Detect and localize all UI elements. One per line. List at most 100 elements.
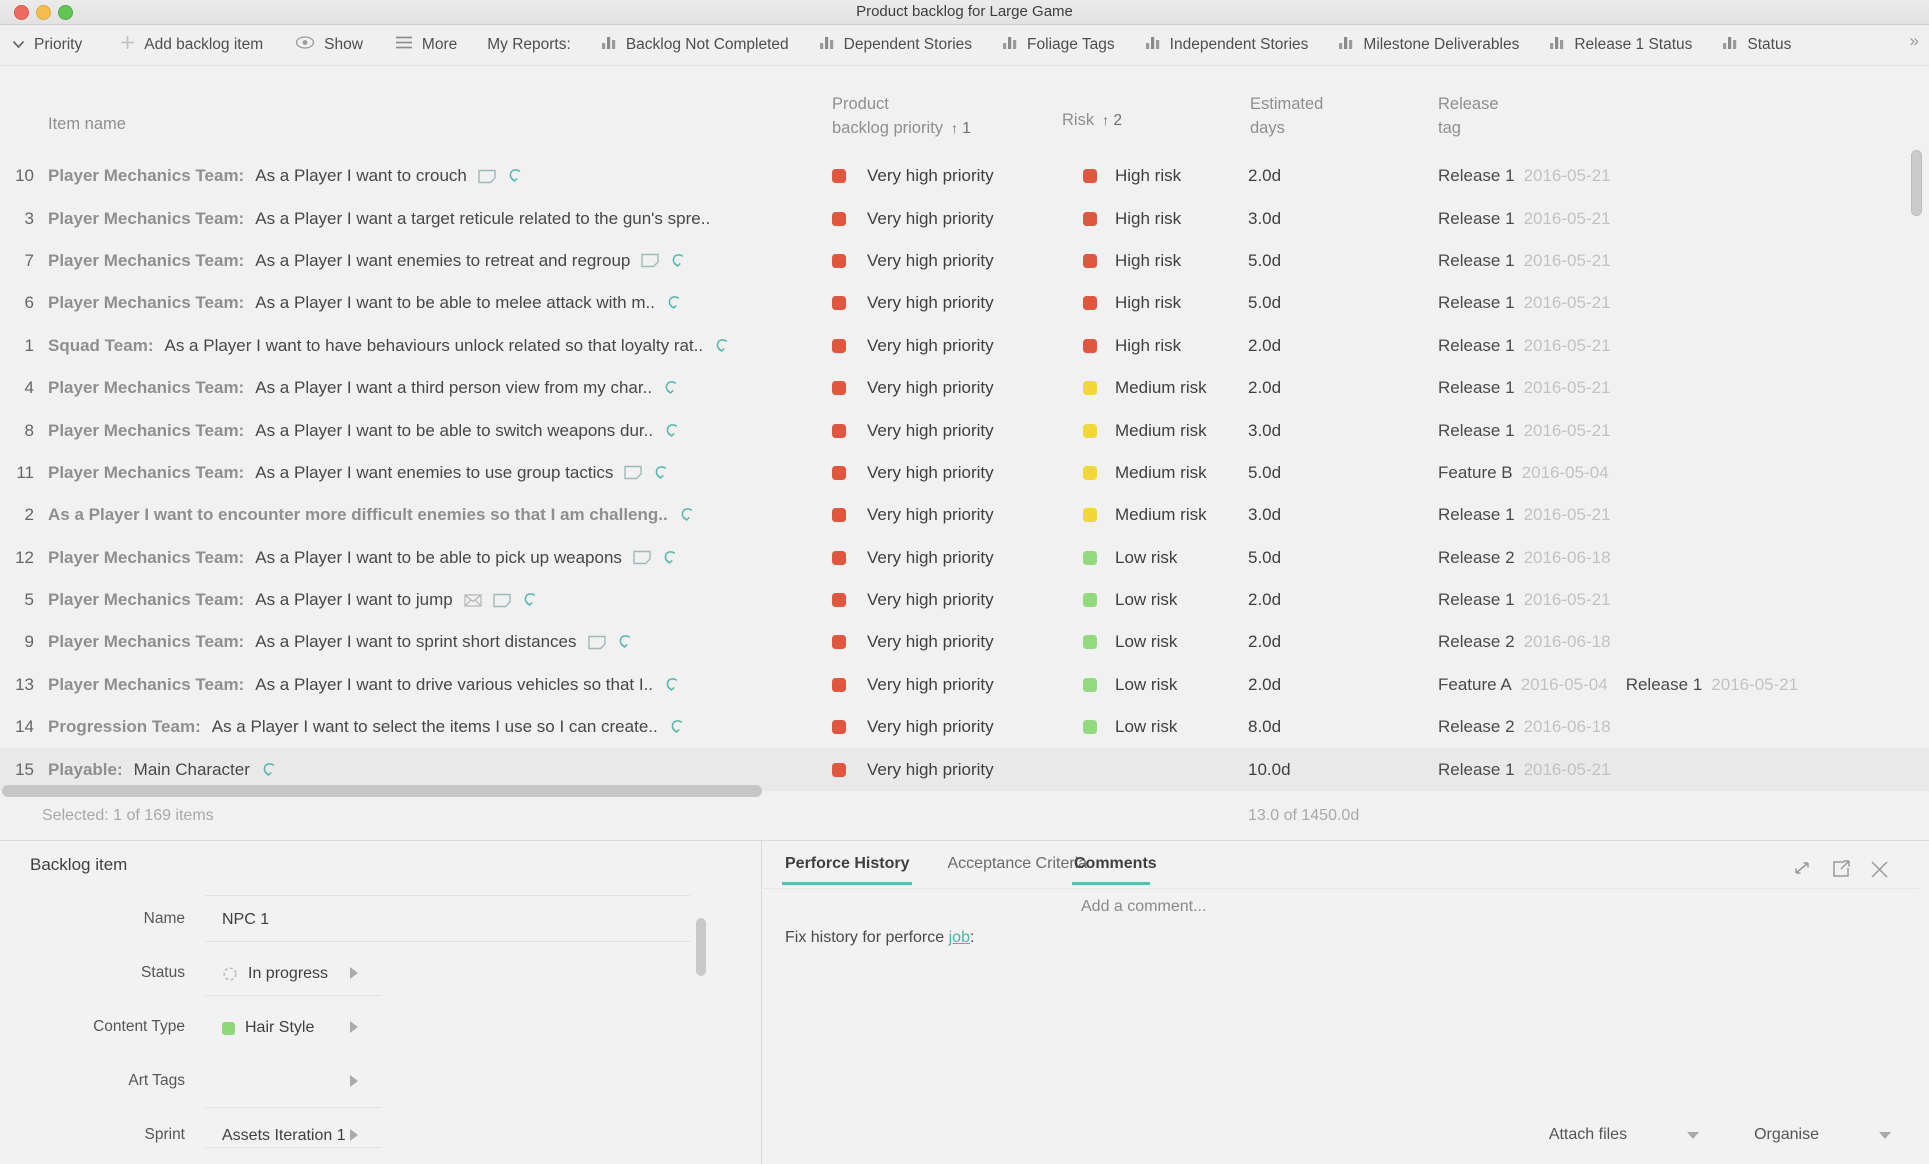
estimated-days-cell[interactable]: 8.0d — [1248, 717, 1282, 737]
arrow-right-icon[interactable] — [350, 1021, 358, 1033]
column-header-risk[interactable]: Risk ↑ 2 — [1062, 111, 1123, 129]
swap-panel-icon[interactable] — [1791, 859, 1813, 884]
risk-cell[interactable]: Low risk — [1083, 706, 1177, 748]
release-tag-cell[interactable]: Release 2 2016-06-18 — [1438, 537, 1620, 579]
close-panel-icon[interactable] — [1870, 860, 1889, 884]
table-row[interactable]: 15 Playable: Main Character Very high prior… — [0, 748, 1929, 791]
release-tag-cell[interactable]: Release 1 2016-05-21 — [1438, 494, 1620, 536]
risk-cell[interactable]: Medium risk — [1083, 367, 1207, 409]
more-menu[interactable]: More — [395, 36, 457, 54]
toolbar-report-button[interactable]: Backlog Not Completed — [601, 35, 789, 55]
release-tag-cell[interactable]: Release 1 2016-05-21 — [1438, 409, 1620, 451]
risk-cell[interactable]: Medium risk — [1083, 452, 1207, 494]
table-row[interactable]: 13 Player Mechanics Team: As a Player I wa… — [0, 664, 1929, 706]
estimated-days-cell[interactable]: 2.0d — [1248, 335, 1282, 355]
estimated-days-cell[interactable]: 3.0d — [1248, 208, 1282, 228]
release-tag-cell[interactable]: Release 1 2016-05-21 — [1438, 197, 1620, 239]
priority-cell[interactable]: Very high priority — [832, 537, 994, 579]
table-row[interactable]: 3 Player Mechanics Team: As a Player I wan… — [0, 197, 1929, 239]
table-row[interactable]: 14 Progression Team: As a Player I want to… — [0, 706, 1929, 748]
priority-cell[interactable]: Very high priority — [832, 748, 994, 790]
estimated-days-cell[interactable]: 2.0d — [1248, 674, 1282, 694]
comment-input[interactable]: Add a comment... — [1081, 898, 1207, 915]
release-tag-cell[interactable]: Release 1 2016-05-21 — [1438, 579, 1620, 621]
priority-cell[interactable]: Very high priority — [832, 579, 994, 621]
name-input[interactable]: NPC 1 — [222, 908, 269, 932]
table-row[interactable]: 6 Player Mechanics Team: As a Player I wan… — [0, 282, 1929, 324]
priority-cell[interactable]: Very high priority — [832, 197, 994, 239]
arrow-right-icon[interactable] — [350, 1129, 358, 1141]
column-header-estimated-days[interactable]: Estimated days — [1250, 95, 1324, 137]
field-value[interactable]: Assets Iteration 1 — [222, 1124, 346, 1148]
risk-cell[interactable]: Low risk — [1083, 579, 1177, 621]
estimated-days-cell[interactable]: 3.0d — [1248, 420, 1282, 440]
table-row[interactable]: 9 Player Mechanics Team: As a Player I wan… — [0, 621, 1929, 663]
release-tag-cell[interactable]: Release 1 2016-05-21 — [1438, 325, 1620, 367]
toolbar-report-button[interactable]: Status — [1722, 35, 1791, 55]
close-window-button[interactable] — [14, 5, 29, 20]
column-header-release-tag[interactable]: Release tag — [1438, 95, 1499, 137]
horizontal-scrollbar[interactable] — [2, 785, 762, 797]
priority-cell[interactable]: Very high priority — [832, 325, 994, 367]
table-row[interactable]: 12 Player Mechanics Team: As a Player I wa… — [0, 537, 1929, 579]
release-tag-cell[interactable]: Release 2 2016-06-18 — [1438, 706, 1620, 748]
risk-cell[interactable]: High risk — [1083, 155, 1181, 197]
table-row[interactable]: 2 As a Player I want to encounter more di… — [0, 494, 1929, 536]
estimated-days-cell[interactable]: 10.0d — [1248, 759, 1291, 779]
release-tag-cell[interactable]: Release 2 2016-06-18 — [1438, 621, 1620, 663]
risk-cell[interactable]: Low risk — [1083, 664, 1177, 706]
release-tag-cell[interactable]: Release 1 2016-05-21 — [1438, 367, 1620, 409]
risk-cell[interactable]: Medium risk — [1083, 494, 1207, 536]
estimated-days-cell[interactable]: 2.0d — [1248, 632, 1282, 652]
form-scrollbar-thumb[interactable] — [696, 918, 706, 976]
priority-cell[interactable]: Very high priority — [832, 240, 994, 282]
risk-cell[interactable]: High risk — [1083, 197, 1181, 239]
organise-dropdown[interactable]: Organise — [1754, 1126, 1891, 1144]
priority-cell[interactable]: Very high priority — [832, 409, 994, 451]
priority-cell[interactable]: Very high priority — [832, 621, 994, 663]
priority-sort-menu[interactable]: Priority — [12, 36, 82, 54]
column-header-item-name[interactable]: Item name — [48, 115, 126, 133]
estimated-days-cell[interactable]: 5.0d — [1248, 250, 1282, 270]
estimated-days-cell[interactable]: 5.0d — [1248, 547, 1282, 567]
toolbar-report-button[interactable]: Foliage Tags — [1002, 35, 1115, 55]
release-tag-cell[interactable]: Release 1 2016-05-21 — [1438, 282, 1620, 324]
vertical-scrollbar-thumb[interactable] — [1911, 150, 1922, 216]
table-row[interactable]: 10 Player Mechanics Team: As a Player I wa… — [0, 155, 1929, 197]
open-external-icon[interactable] — [1831, 859, 1852, 884]
attach-files-dropdown[interactable]: Attach files — [1549, 1126, 1700, 1144]
perforce-job-link[interactable]: job — [948, 929, 970, 946]
risk-cell[interactable]: High risk — [1083, 325, 1181, 367]
table-row[interactable]: 7 Player Mechanics Team: As a Player I wan… — [0, 240, 1929, 282]
table-row[interactable]: 11 Player Mechanics Team: As a Player I wa… — [0, 452, 1929, 494]
zoom-window-button[interactable] — [58, 5, 73, 20]
column-header-priority[interactable]: Product backlog priority ↑ 1 — [832, 95, 971, 137]
tab-acceptance-criteria[interactable]: Acceptance Criteria — [947, 855, 1088, 872]
risk-cell[interactable]: Low risk — [1083, 537, 1177, 579]
toolbar-report-button[interactable]: Milestone Deliverables — [1338, 35, 1519, 55]
estimated-days-cell[interactable]: 5.0d — [1248, 293, 1282, 313]
toolbar-report-button[interactable]: Dependent Stories — [819, 35, 972, 55]
table-row[interactable]: 4 Player Mechanics Team: As a Player I wan… — [0, 367, 1929, 409]
risk-cell[interactable]: Medium risk — [1083, 409, 1207, 451]
table-row[interactable]: 8 Player Mechanics Team: As a Player I wan… — [0, 409, 1929, 451]
priority-cell[interactable]: Very high priority — [832, 706, 994, 748]
priority-cell[interactable]: Very high priority — [832, 494, 994, 536]
risk-cell[interactable]: Low risk — [1083, 621, 1177, 663]
risk-cell[interactable]: High risk — [1083, 240, 1181, 282]
priority-cell[interactable]: Very high priority — [832, 367, 994, 409]
arrow-right-icon[interactable] — [350, 967, 358, 979]
toolbar-overflow-button[interactable]: » — [1909, 31, 1919, 50]
estimated-days-cell[interactable]: 2.0d — [1248, 590, 1282, 610]
toolbar-report-button[interactable]: Independent Stories — [1145, 35, 1308, 55]
estimated-days-cell[interactable]: 2.0d — [1248, 378, 1282, 398]
release-tag-cell[interactable]: Feature B 2016-05-04 — [1438, 452, 1618, 494]
estimated-days-cell[interactable]: 2.0d — [1248, 166, 1282, 186]
priority-cell[interactable]: Very high priority — [832, 452, 994, 494]
minimize-window-button[interactable] — [36, 5, 51, 20]
risk-cell[interactable]: High risk — [1083, 282, 1181, 324]
horizontal-scrollbar-thumb[interactable] — [2, 785, 762, 797]
release-tag-cell[interactable]: Release 1 2016-05-21 — [1438, 748, 1620, 790]
release-tag-cell[interactable]: Release 1 2016-05-21 — [1438, 240, 1620, 282]
priority-cell[interactable]: Very high priority — [832, 155, 994, 197]
